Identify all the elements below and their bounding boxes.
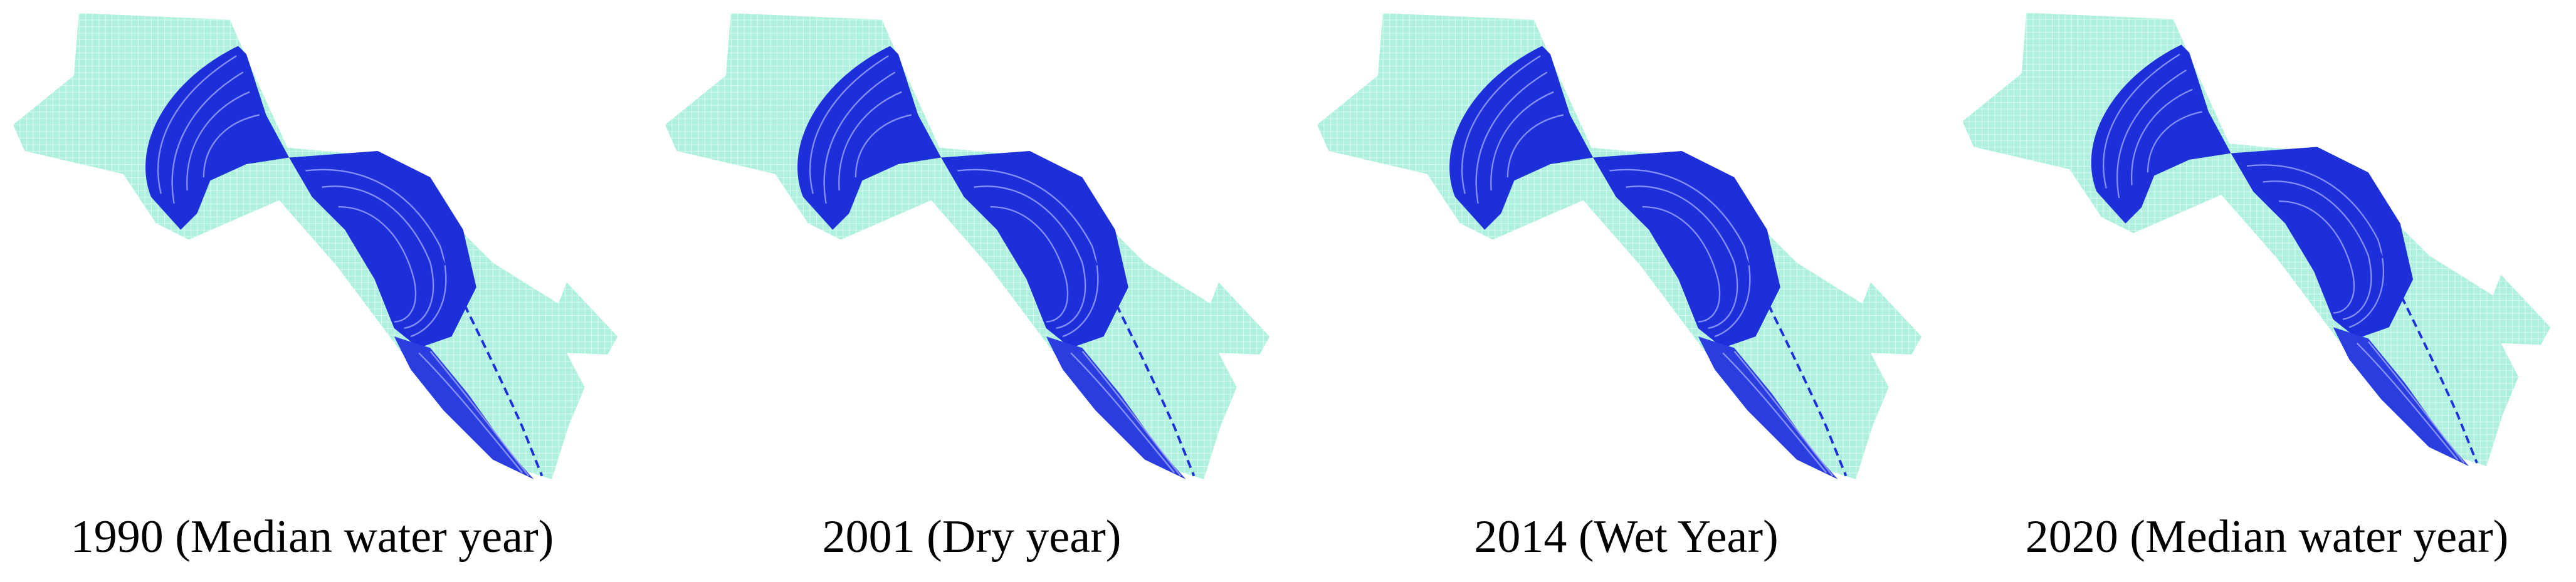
caption: 2020 (Median water year) [2025, 511, 2509, 563]
map-panel [0, 0, 644, 492]
map-panel [652, 0, 1296, 492]
map-panel [1950, 0, 2576, 492]
map-panel [1304, 0, 1948, 492]
caption: 2014 (Wet Year) [1474, 511, 1779, 563]
caption: 2001 (Dry year) [822, 511, 1122, 563]
caption: 1990 (Median water year) [70, 511, 554, 563]
